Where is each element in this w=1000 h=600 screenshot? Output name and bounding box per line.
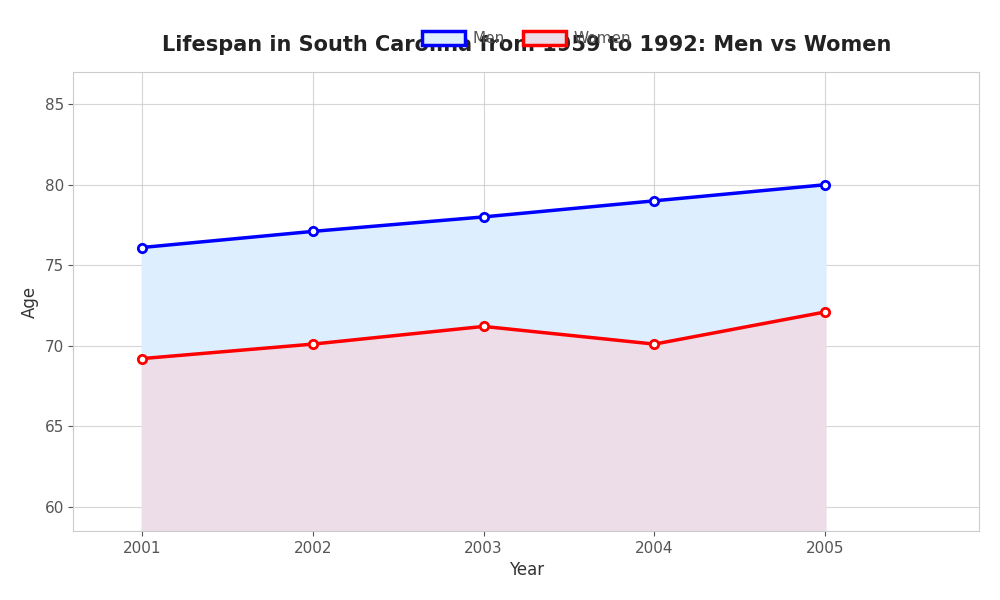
- Y-axis label: Age: Age: [21, 286, 39, 317]
- X-axis label: Year: Year: [509, 561, 544, 579]
- Legend: Men, Women: Men, Women: [416, 25, 637, 52]
- Title: Lifespan in South Carolina from 1959 to 1992: Men vs Women: Lifespan in South Carolina from 1959 to …: [162, 35, 891, 55]
